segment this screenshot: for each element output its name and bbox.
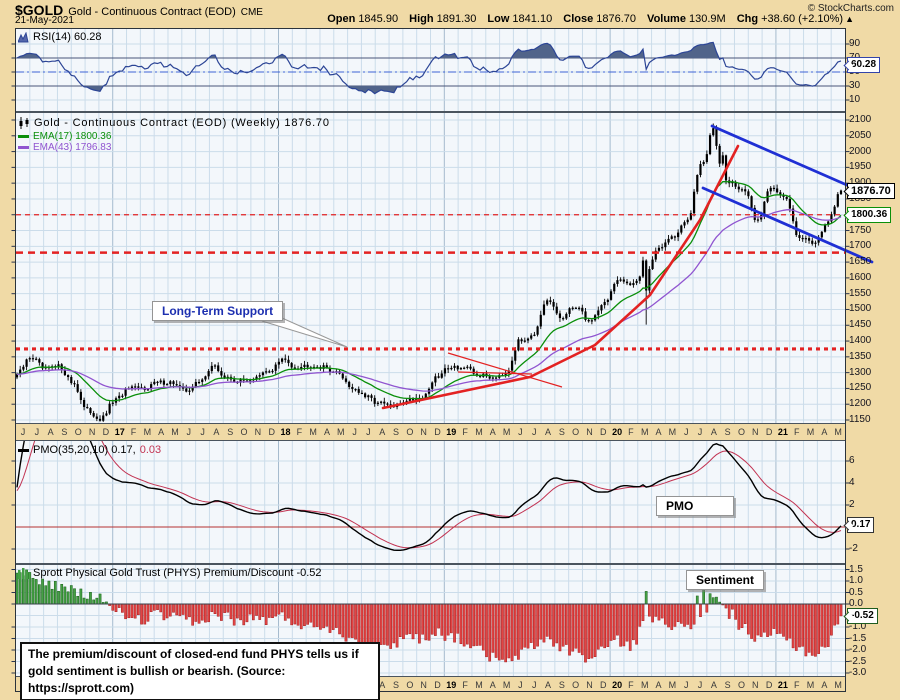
long-term-support-callout: Long-Term Support [152, 301, 284, 321]
ema-value-badge: 1800.36 [847, 206, 892, 223]
ema43-legend: EMA(43) 1796.83 [18, 142, 111, 153]
rsi-layer [16, 41, 842, 95]
sentiment-label: Sprott Physical Gold Trust (PHYS) Premiu… [33, 567, 322, 579]
high-value: 1891.30 [436, 13, 477, 25]
annotation-note: The premium/discount of closed-end fund … [20, 642, 380, 700]
ticker-symbol: $GOLD [15, 2, 64, 18]
copyright-text: © StockCharts.com [807, 3, 894, 14]
sentiment-value-badge: -0.52 [847, 607, 878, 624]
open-label: Open [327, 13, 356, 25]
volume-label: Volume [647, 13, 686, 25]
sentiment-callout: Sentiment [686, 570, 765, 590]
pmo-signal-value: 0.03 [139, 444, 162, 456]
pmo-swatch [18, 448, 29, 452]
ema17-label: EMA(17) 1800.36 [33, 131, 112, 142]
ema17-legend: EMA(17) 1800.36 [18, 131, 111, 142]
close-label: Close [563, 13, 594, 25]
header-title-row: $GOLD Gold - Continuous Contract (EOD) CME [15, 2, 263, 20]
area-chart-icon [18, 31, 29, 42]
ema43-swatch [18, 146, 29, 149]
chart-date: 21-May-2021 [15, 15, 74, 26]
pmo-layer [16, 441, 842, 551]
last-price-badge: 1876.70 [847, 182, 895, 199]
candlestick-icon [19, 117, 29, 129]
ema43-label: EMA(43) 1796.83 [33, 142, 112, 153]
main-legend-title: Gold - Continuous Contract (EOD) (Weekly… [18, 117, 330, 129]
bar-chart-icon [18, 567, 29, 579]
exchange-label: CME [240, 7, 263, 18]
chg-label: Chg [736, 13, 759, 25]
close-value: 1876.70 [596, 13, 636, 25]
rsi-label: RSI(14) 60.28 [33, 31, 102, 43]
low-label: Low [487, 13, 510, 25]
low-value: 1841.10 [512, 13, 553, 25]
open-value: 1845.90 [358, 13, 399, 25]
instrument-name: Gold - Continuous Contract (EOD) [68, 6, 236, 18]
pmo-value-badge: 0.17 [847, 517, 875, 534]
ohlc-row: Open 1845.90 High 1891.30 Low 1841.10 Close… [319, 13, 854, 25]
ema17-swatch [18, 135, 29, 138]
sentiment-layer [16, 569, 843, 663]
high-label: High [409, 13, 434, 25]
volume-value: 130.9M [688, 13, 726, 25]
pmo-label: PMO(35,20,10) 0.17, [33, 444, 136, 456]
rsi-legend: RSI(14) 60.28 [18, 31, 101, 43]
main-title: Gold - Continuous Contract (EOD) (Weekly… [34, 117, 330, 129]
pmo-legend: PMO(35,20,10) 0.17, 0.03 [18, 444, 161, 456]
chg-value: +38.60 (+2.10%) [761, 13, 844, 25]
rsi-value-badge: 60.28 [847, 56, 881, 73]
up-arrow-icon: ▲ [845, 14, 854, 24]
sentiment-legend: Sprott Physical Gold Trust (PHYS) Premiu… [18, 567, 322, 579]
pmo-callout: PMO [656, 496, 734, 516]
